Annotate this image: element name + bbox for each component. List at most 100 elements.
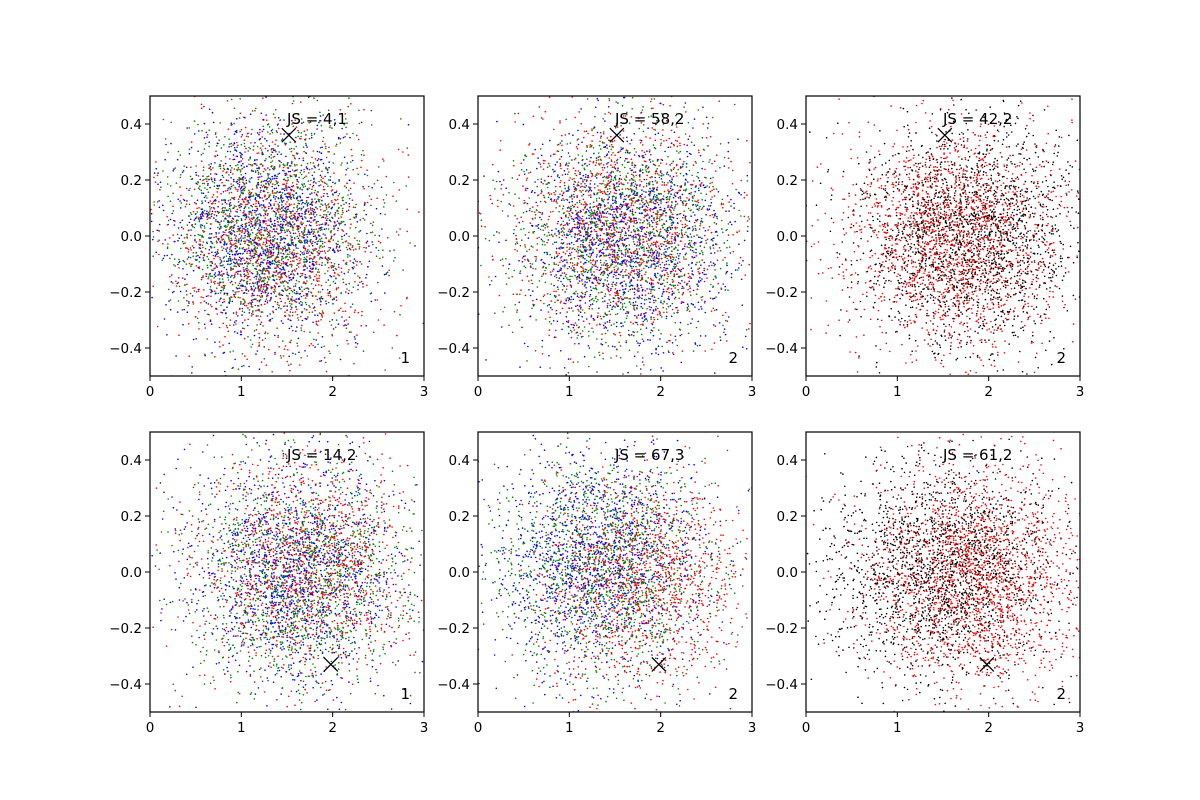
scatter-point-red xyxy=(220,270,223,273)
scatter-point-red xyxy=(278,127,280,130)
scatter-point-red xyxy=(279,133,282,135)
scatter-point-red xyxy=(220,286,223,288)
scatter-point-blue xyxy=(280,274,282,276)
scatter-point-red xyxy=(351,246,354,248)
scatter-point-red xyxy=(153,176,155,179)
scatter-point-blue xyxy=(227,221,230,223)
scatter-point-green xyxy=(266,173,269,175)
scatter-point-red xyxy=(305,287,307,290)
scatter-point-green xyxy=(277,250,280,252)
scatter-point-green xyxy=(200,154,203,156)
scatter-point-blue xyxy=(273,219,276,222)
scatter-point-red xyxy=(295,308,298,311)
scatter-point-green xyxy=(561,283,564,286)
scatter-point-green xyxy=(276,327,279,330)
scatter-point-green xyxy=(215,220,217,223)
scatter-point-green xyxy=(262,125,265,128)
scatter-point-blue xyxy=(152,238,154,241)
scatter-point-red xyxy=(182,198,185,201)
scatter-point-green xyxy=(263,358,266,360)
scatter-point-red xyxy=(292,214,295,216)
scatter-point-green xyxy=(255,107,257,110)
scatter-point-red xyxy=(569,358,572,360)
scatter-point-green xyxy=(660,215,662,217)
scatter-point-red xyxy=(311,167,313,170)
scatter-point-blue xyxy=(309,267,312,270)
scatter-point-green xyxy=(344,136,346,138)
scatter-point-blue xyxy=(572,218,575,221)
scatter-point-green xyxy=(324,264,327,266)
scatter-point-red xyxy=(287,229,290,231)
scatter-point-blue xyxy=(251,272,254,275)
scatter-point-green xyxy=(531,307,533,310)
scatter-point-blue xyxy=(705,214,707,216)
scatter-point-red xyxy=(258,152,260,154)
scatter-point-blue xyxy=(306,239,308,241)
scatter-point-green xyxy=(196,211,199,213)
scatter-point-blue xyxy=(230,245,232,248)
scatter-point-blue xyxy=(221,174,224,177)
scatter-point-green xyxy=(323,210,325,212)
scatter-point-blue xyxy=(226,273,228,275)
scatter-point-green xyxy=(214,133,217,135)
scatter-point-green xyxy=(229,143,231,145)
scatter-point-red xyxy=(320,319,322,321)
scatter-point-green xyxy=(243,364,245,367)
scatter-point-blue xyxy=(260,204,263,206)
scatter-point-green xyxy=(347,105,350,108)
scatter-point-red xyxy=(360,263,363,265)
scatter-point-red xyxy=(278,294,281,296)
scatter-point-red xyxy=(247,273,249,275)
scatter-point-red xyxy=(663,240,666,243)
scatter-point-green xyxy=(201,268,204,271)
scatter-point-blue xyxy=(211,352,213,354)
scatter-point-red xyxy=(356,167,358,170)
scatter-point-red xyxy=(303,226,306,229)
scatter-point-green xyxy=(292,273,295,275)
scatter-point-green xyxy=(249,178,251,180)
scatter-point-green xyxy=(240,143,243,146)
scatter-point-blue xyxy=(264,291,267,294)
scatter-point-green xyxy=(671,284,673,287)
scatter-point-red xyxy=(382,199,385,201)
scatter-point-green xyxy=(276,263,278,266)
scatter-point-green xyxy=(402,269,404,271)
scatter-point-blue xyxy=(291,236,293,239)
scatter-point-green xyxy=(239,303,242,305)
scatter-point-green xyxy=(183,261,186,263)
scatter-point-green xyxy=(252,285,255,287)
scatter-point-green xyxy=(342,278,344,281)
scatter-point-green xyxy=(255,261,257,264)
scatter-point-red xyxy=(276,265,279,268)
scatter-point-green xyxy=(216,287,218,290)
scatter-point-blue xyxy=(192,338,195,341)
scatter-point-red xyxy=(311,156,313,159)
scatter-point-red xyxy=(285,217,287,219)
scatter-point-green xyxy=(210,236,212,239)
scatter-point-red xyxy=(349,248,352,251)
scatter-point-blue xyxy=(614,271,616,274)
scatter-point-red xyxy=(371,231,374,233)
scatter-point-green xyxy=(377,249,380,252)
scatter-point-blue xyxy=(275,308,277,311)
scatter-point-green xyxy=(169,185,172,187)
scatter-point-red xyxy=(353,182,355,184)
scatter-point-red xyxy=(212,202,214,205)
scatter-point-blue xyxy=(216,154,219,157)
scatter-point-blue xyxy=(381,265,384,267)
scatter-point-green xyxy=(197,233,200,236)
scatter-point-blue xyxy=(232,366,234,369)
scatter-point-green xyxy=(230,229,233,231)
scatter-point-blue xyxy=(151,296,153,299)
scatter-point-green xyxy=(228,228,230,231)
scatter-point-green xyxy=(241,353,244,355)
scatter-point-blue xyxy=(324,223,327,226)
scatter-point-blue xyxy=(297,337,300,340)
scatter-point-blue xyxy=(276,153,279,156)
scatter-point-red xyxy=(286,360,289,363)
scatter-point-green xyxy=(642,259,644,261)
scatter-point-green xyxy=(269,234,271,237)
scatter-point-red xyxy=(532,299,534,302)
scatter-point-green xyxy=(273,194,275,197)
scatter-point-green xyxy=(170,121,172,124)
